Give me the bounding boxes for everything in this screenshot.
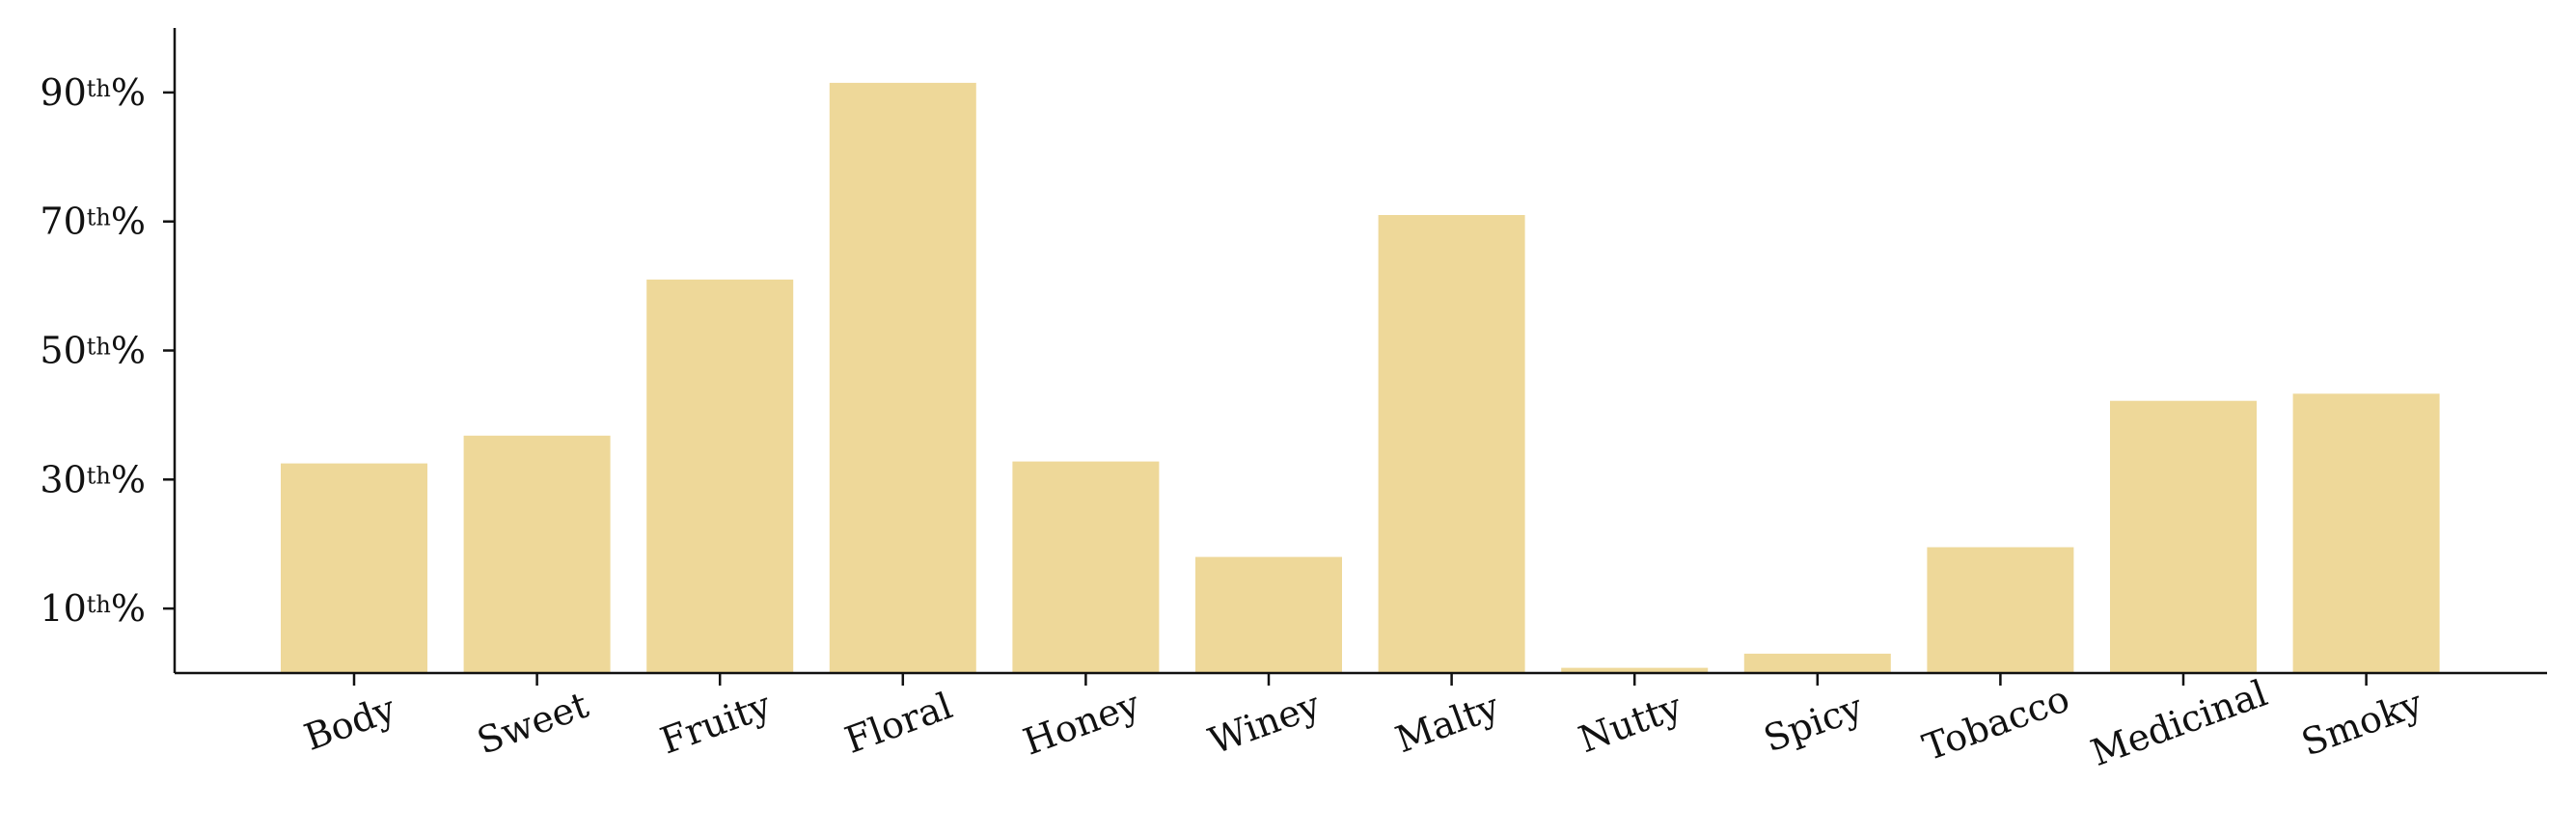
y-tick-label: 10th%: [40, 587, 146, 630]
bar-spicy: [1743, 653, 1891, 673]
y-tick-ordinal: th: [87, 591, 111, 618]
x-tick-label-floral: Floral: [839, 685, 958, 762]
x-tick-label-body: Body: [299, 687, 401, 759]
y-tick-ordinal: th: [87, 462, 111, 489]
x-tick-label-medicinal: Medicinal: [2085, 672, 2272, 775]
bar-smoky: [2292, 393, 2440, 673]
y-tick-ordinal: th: [87, 334, 111, 361]
bar-honey: [1012, 461, 1160, 673]
x-tick-label-sweet: Sweet: [472, 684, 594, 763]
y-tick-ordinal: th: [87, 204, 111, 231]
x-ticks-group: Body Sweet Fruity Floral Honey Winey Malty Nutt…: [299, 672, 2428, 775]
bar-fruity: [646, 279, 794, 673]
y-tick-ordinal: th: [87, 75, 111, 102]
y-tick-percent: %: [111, 201, 146, 243]
y-tick-percent: %: [111, 458, 146, 500]
bar-winey: [1195, 556, 1342, 673]
bar-tobacco: [1927, 547, 2074, 673]
y-tick-label: 50th%: [40, 330, 146, 372]
bar-nutty: [1561, 667, 1709, 673]
y-tick-percent: %: [111, 330, 146, 372]
y-tick-number: 90: [40, 71, 86, 114]
bar-floral: [829, 82, 976, 673]
y-tick-number: 10: [40, 587, 86, 630]
y-tick-number: 70: [40, 201, 86, 243]
y-tick-label: 70th%: [40, 201, 146, 243]
x-tick-label-winey: Winey: [1203, 684, 1326, 763]
bar-malty: [1378, 215, 1525, 673]
y-tick-number: 50: [40, 330, 86, 372]
bar-sweet: [463, 435, 611, 673]
y-ticks-group: 10th%30th%50th%70th%90th%: [40, 71, 175, 630]
x-tick-label-honey: Honey: [1018, 683, 1145, 764]
bar-body: [281, 463, 427, 673]
bar-medicinal: [2110, 400, 2257, 673]
y-tick-label: 90th%: [40, 71, 146, 114]
x-tick-label-malty: Malty: [1390, 685, 1505, 761]
x-tick-label-tobacco: Tobacco: [1917, 677, 2074, 769]
y-tick-label: 30th%: [40, 458, 146, 500]
y-tick-percent: %: [111, 587, 146, 630]
x-tick-label-nutty: Nutty: [1574, 685, 1688, 761]
x-tick-label-spicy: Spicy: [1758, 686, 1868, 761]
x-tick-label-fruity: Fruity: [655, 684, 777, 763]
y-tick-percent: %: [111, 71, 146, 114]
y-tick-number: 30: [40, 458, 86, 500]
bars-group: [281, 82, 2440, 673]
x-tick-label-smoky: Smoky: [2296, 682, 2428, 765]
